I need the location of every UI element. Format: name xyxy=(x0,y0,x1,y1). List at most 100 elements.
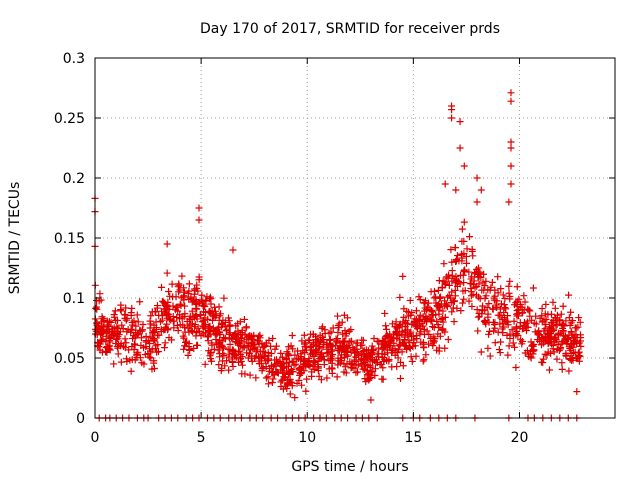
data-point xyxy=(137,334,145,342)
data-point xyxy=(161,324,169,332)
data-point xyxy=(181,310,189,318)
data-point xyxy=(523,347,531,355)
data-point xyxy=(411,318,419,326)
data-point xyxy=(362,378,370,386)
data-point xyxy=(295,376,303,384)
data-point xyxy=(180,293,188,301)
data-point xyxy=(438,325,446,333)
data-point xyxy=(506,334,514,342)
data-point xyxy=(150,359,158,367)
data-point xyxy=(170,324,178,332)
data-point xyxy=(568,354,576,362)
data-point xyxy=(205,327,213,335)
data-point xyxy=(206,352,214,360)
data-point xyxy=(532,312,540,320)
data-point xyxy=(385,357,393,365)
data-point xyxy=(161,299,169,307)
data-point xyxy=(373,337,381,345)
data-point xyxy=(443,301,451,309)
data-point xyxy=(501,304,509,312)
data-point xyxy=(540,327,548,335)
data-point xyxy=(198,318,206,326)
data-point xyxy=(280,364,288,372)
data-point xyxy=(360,351,368,359)
data-point xyxy=(496,305,504,313)
data-point xyxy=(390,339,398,347)
data-point xyxy=(393,335,401,343)
data-point xyxy=(150,321,158,329)
data-point xyxy=(421,331,429,339)
data-point xyxy=(353,345,361,353)
data-point xyxy=(447,294,455,302)
data-point xyxy=(553,355,561,363)
data-point xyxy=(492,303,500,311)
data-point xyxy=(284,351,292,359)
data-point xyxy=(106,342,114,350)
data-point xyxy=(468,302,476,310)
data-point xyxy=(204,337,212,345)
data-point xyxy=(291,394,299,402)
y-tick-label: 0.2 xyxy=(63,171,85,187)
data-point xyxy=(575,314,583,322)
data-point xyxy=(368,346,376,354)
data-point xyxy=(474,327,482,335)
data-point xyxy=(396,322,404,330)
data-point xyxy=(288,331,296,339)
data-point xyxy=(235,358,243,366)
outlier-point xyxy=(367,396,375,404)
data-point xyxy=(235,338,243,346)
data-point xyxy=(122,339,130,347)
data-point xyxy=(359,347,367,355)
data-point xyxy=(477,348,485,356)
data-point xyxy=(515,295,523,303)
data-point xyxy=(440,260,448,268)
data-point xyxy=(272,362,280,370)
data-point xyxy=(556,316,564,324)
data-point xyxy=(498,316,506,324)
data-point xyxy=(549,322,557,330)
data-point xyxy=(504,312,512,320)
data-point xyxy=(522,327,530,335)
data-point xyxy=(382,322,390,330)
data-point xyxy=(343,329,351,337)
data-point xyxy=(352,369,360,377)
data-point xyxy=(235,339,243,347)
data-point xyxy=(338,318,346,326)
data-point xyxy=(188,327,196,335)
data-point xyxy=(419,322,427,330)
data-point xyxy=(371,372,379,380)
data-point xyxy=(458,225,466,233)
outlier-point xyxy=(195,204,203,212)
data-point xyxy=(305,336,313,344)
data-point xyxy=(203,293,211,301)
data-point xyxy=(453,252,461,260)
data-point xyxy=(225,330,233,338)
data-point xyxy=(242,324,250,332)
data-point xyxy=(137,342,145,350)
data-point xyxy=(112,316,120,324)
data-point xyxy=(342,369,350,377)
data-point xyxy=(287,378,295,386)
data-point xyxy=(194,324,202,332)
data-point xyxy=(220,294,228,302)
y-tick-label: 0.25 xyxy=(54,111,85,127)
data-point xyxy=(164,310,172,318)
data-point xyxy=(245,332,253,340)
data-point xyxy=(216,331,224,339)
data-point xyxy=(457,307,465,315)
data-point xyxy=(422,297,430,305)
y-tick-label: 0.15 xyxy=(54,231,85,247)
data-point xyxy=(366,375,374,383)
data-point xyxy=(323,345,331,353)
data-point xyxy=(122,355,130,363)
data-point xyxy=(547,349,555,357)
data-point xyxy=(482,292,490,300)
data-point xyxy=(458,299,466,307)
data-point xyxy=(551,335,559,343)
data-point xyxy=(193,341,201,349)
data-point xyxy=(267,350,275,358)
outlier-point xyxy=(507,138,515,146)
data-point xyxy=(297,353,305,361)
data-point xyxy=(163,306,171,314)
data-point xyxy=(139,320,147,328)
